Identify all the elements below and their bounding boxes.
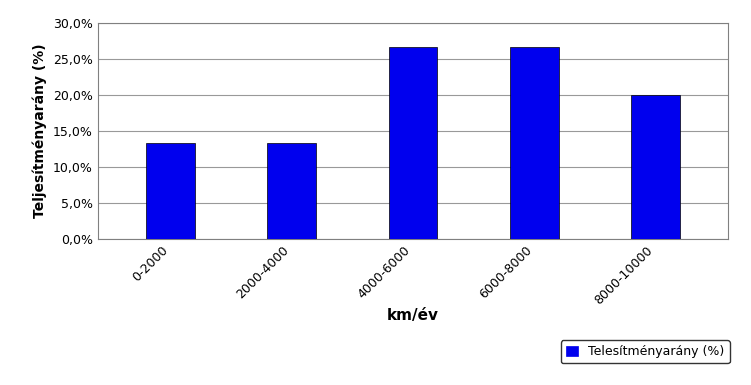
Text: km/év: km/év — [387, 308, 439, 323]
Bar — [632, 95, 680, 239]
Bar — [146, 143, 195, 239]
Legend: Telesítményarány (%): Telesítményarány (%) — [561, 340, 730, 363]
Bar — [389, 47, 437, 239]
Y-axis label: Teljesítményarány (%): Teljesítményarány (%) — [33, 44, 47, 218]
Bar — [510, 47, 559, 239]
Bar — [267, 143, 316, 239]
